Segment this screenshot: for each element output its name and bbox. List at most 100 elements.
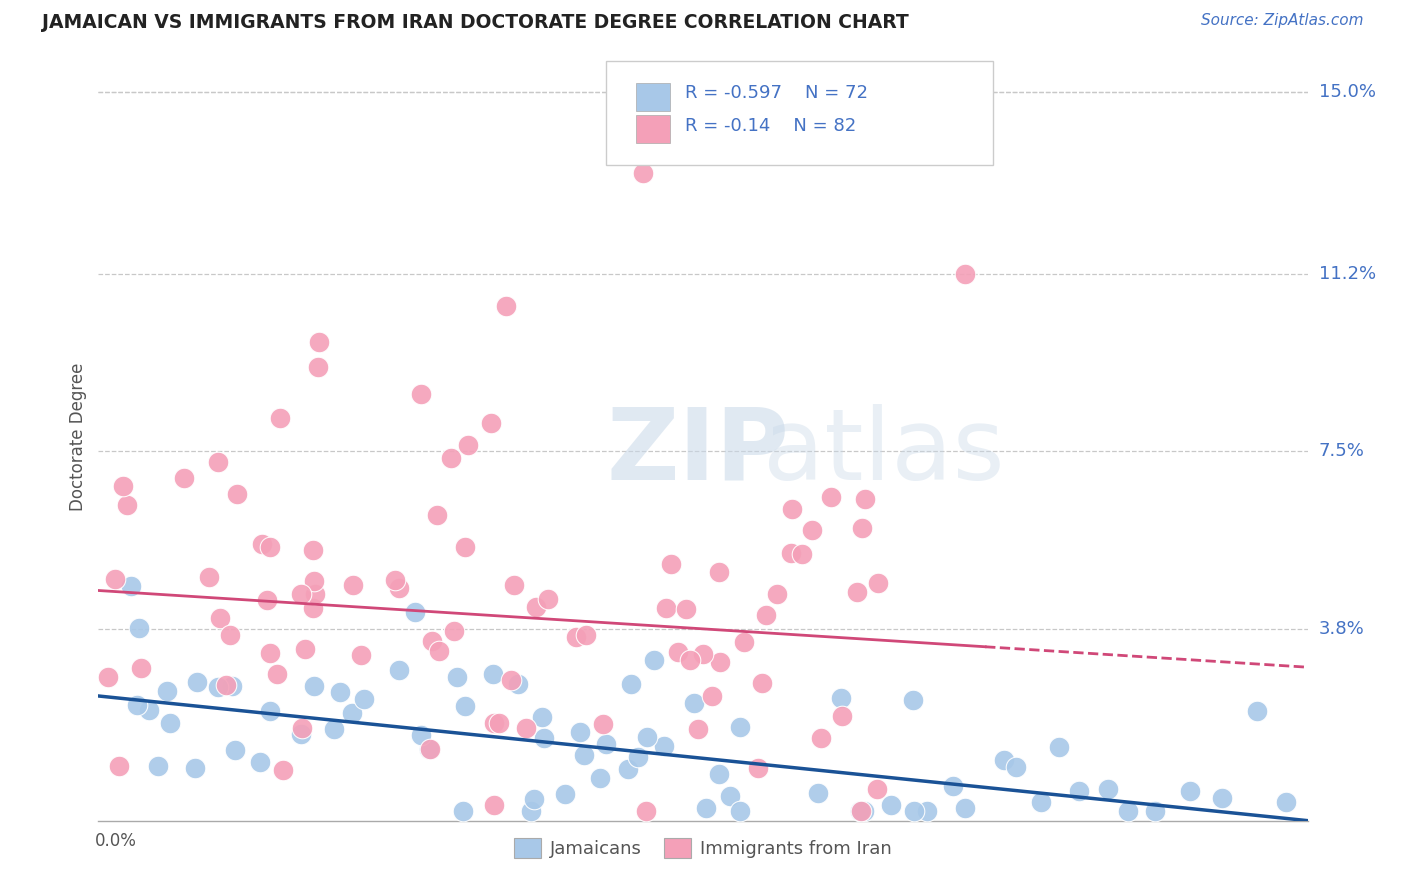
Point [903,804,925,818]
Point [340,706,363,720]
Point [159,715,181,730]
Point [733,634,755,648]
Point [226,486,249,500]
Point [1178,784,1201,798]
Point [259,705,281,719]
Point [184,760,207,774]
Point [695,801,717,815]
Point [387,663,409,677]
Point [404,605,426,619]
Text: 15.0%: 15.0% [1319,83,1375,101]
Point [426,508,449,523]
Point [692,647,714,661]
Point [766,587,789,601]
Point [115,498,138,512]
Point [1246,704,1268,718]
Point [515,721,537,735]
FancyBboxPatch shape [606,62,993,165]
Point [751,676,773,690]
Point [849,804,872,818]
Point [409,729,432,743]
Point [323,723,346,737]
Point [457,438,479,452]
Point [755,608,778,623]
Point [420,633,443,648]
Point [488,716,510,731]
Text: R = -0.14    N = 82: R = -0.14 N = 82 [685,118,856,136]
Point [207,680,229,694]
Point [820,491,842,505]
Point [107,759,129,773]
Point [915,804,938,818]
Point [1029,795,1052,809]
Point [792,547,814,561]
Point [291,721,314,735]
Point [709,655,731,669]
Point [221,679,243,693]
Point [880,797,903,812]
Point [636,804,658,818]
Point [572,747,595,762]
Point [129,661,152,675]
Point [329,685,352,699]
Point [720,789,742,804]
Point [259,541,281,555]
Point [675,601,697,615]
Point [810,731,832,745]
Point [953,267,976,281]
Point [146,759,169,773]
Point [595,737,617,751]
Point [304,679,326,693]
Point [249,756,271,770]
Text: atlas: atlas [763,404,1005,501]
Point [266,667,288,681]
Point [1211,791,1233,805]
Point [304,587,326,601]
Point [156,684,179,698]
Point [554,788,576,802]
Point [523,792,546,806]
Point [1097,782,1119,797]
Point [419,742,441,756]
Point [1274,795,1296,809]
Point [728,720,751,734]
Point [440,451,463,466]
Point [801,523,824,537]
Point [520,804,543,818]
Point [679,653,702,667]
Point [747,760,769,774]
Point [565,631,588,645]
Point [120,579,142,593]
Point [853,491,876,506]
Point [782,502,804,516]
Point [780,546,803,560]
Point [575,628,598,642]
Point [409,387,432,401]
Point [533,731,555,745]
Point [125,698,148,713]
Point [112,479,135,493]
Point [443,624,465,639]
Point [482,716,505,731]
Text: R = -0.597    N = 72: R = -0.597 N = 72 [685,85,868,103]
Point [1067,784,1090,798]
Point [301,600,323,615]
Text: 11.2%: 11.2% [1319,265,1376,283]
Point [524,599,547,614]
Point [806,786,828,800]
Point [499,673,522,688]
Legend: Jamaicans, Immigrants from Iran: Jamaicans, Immigrants from Iran [508,831,898,865]
Point [454,698,477,713]
Point [730,804,752,818]
Point [953,801,976,815]
Point [208,610,231,624]
Point [655,601,678,615]
Point [342,578,364,592]
Point [418,741,440,756]
Point [709,766,731,780]
Point [104,572,127,586]
Point [198,569,221,583]
Point [569,725,592,739]
Point [224,742,246,756]
Point [627,749,650,764]
